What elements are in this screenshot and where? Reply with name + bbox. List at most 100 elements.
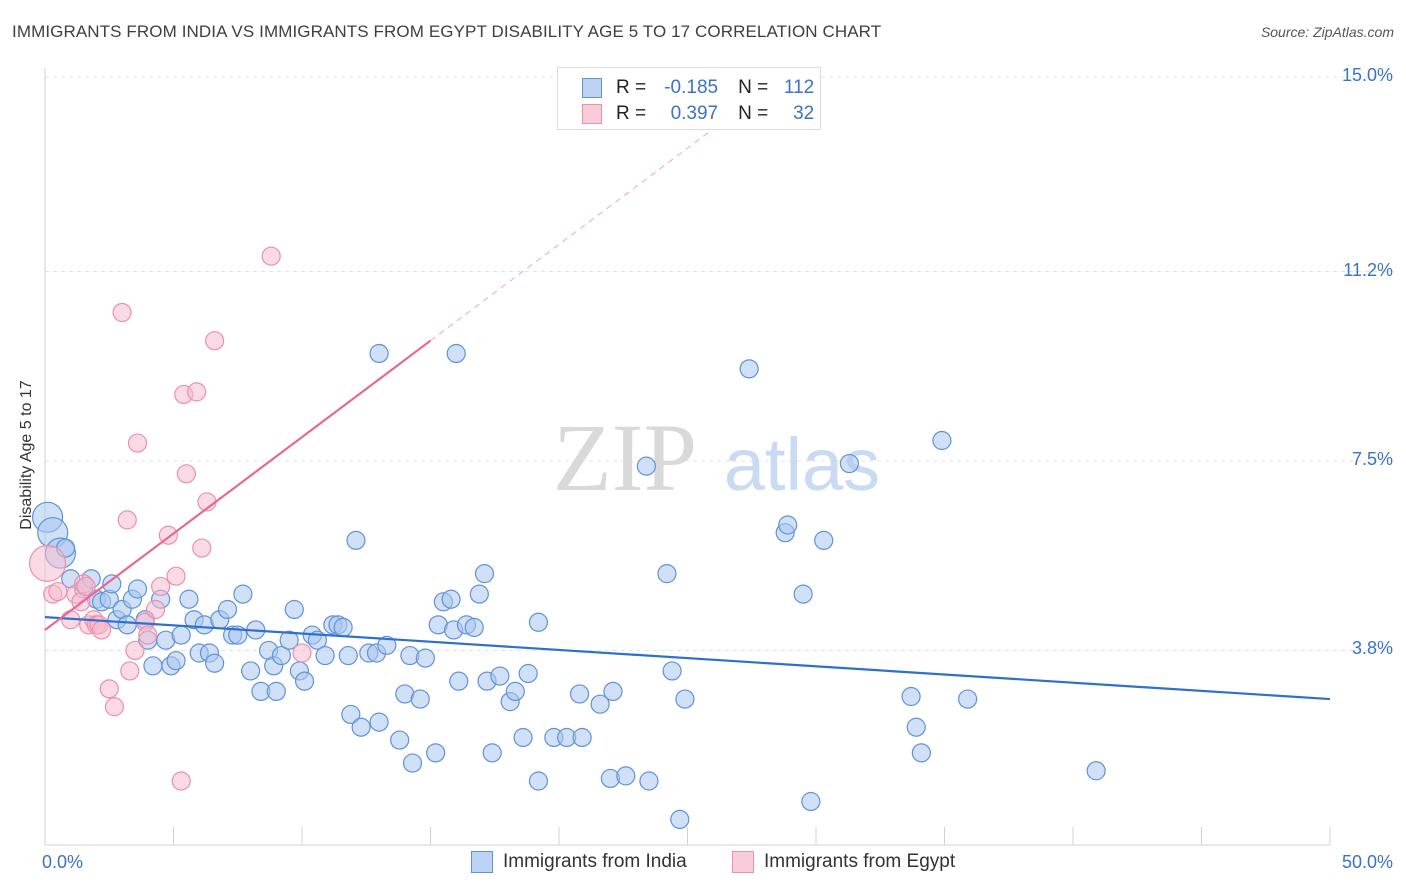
- egypt-point: [104, 697, 124, 717]
- india-point: [402, 753, 423, 773]
- egypt-n-label: N =: [738, 103, 769, 124]
- india-point: [233, 584, 253, 604]
- india-point: [279, 630, 299, 650]
- india-point: [778, 515, 798, 535]
- bottom-legend-india: Immigrants from India: [471, 851, 687, 873]
- egypt-point: [91, 620, 112, 640]
- y-axis-label: Disability Age 5 to 17: [18, 380, 35, 530]
- egypt-point: [99, 679, 119, 699]
- egypt-n-value: 32: [793, 103, 815, 124]
- y-tick-label: 11.2%: [1343, 259, 1393, 280]
- india-point: [505, 681, 525, 702]
- india-point: [338, 645, 358, 666]
- egypt-point: [138, 625, 158, 645]
- india-point: [415, 648, 435, 668]
- egypt-point: [127, 433, 148, 453]
- india-point: [513, 727, 533, 748]
- india-point: [205, 653, 225, 673]
- egypt-point: [166, 566, 186, 586]
- india-r-label: R =: [616, 77, 647, 98]
- india-point: [1086, 761, 1106, 781]
- india-point: [369, 712, 389, 732]
- egypt-point: [28, 544, 67, 583]
- india-point: [603, 681, 623, 702]
- india-point: [341, 704, 361, 725]
- india-point: [315, 645, 335, 666]
- india-n-label: N =: [738, 77, 769, 98]
- egypt-point: [112, 302, 132, 323]
- india-point: [351, 717, 371, 737]
- india-point: [670, 809, 690, 830]
- egypt-point: [76, 576, 96, 597]
- india-point: [590, 694, 610, 714]
- india-point: [117, 615, 137, 635]
- india-point: [469, 584, 489, 604]
- india-point: [793, 584, 813, 604]
- india-point: [958, 689, 978, 709]
- watermark-zip: ZIP: [553, 404, 697, 511]
- x-tick-label-min: 0.0%: [42, 852, 84, 872]
- india-points: [31, 343, 1106, 830]
- india-point: [446, 343, 466, 364]
- axes: [44, 68, 1331, 846]
- india-point: [911, 743, 931, 763]
- india-point: [482, 743, 502, 763]
- egypt-point: [145, 599, 166, 620]
- india-point: [217, 599, 238, 620]
- india-point: [464, 617, 484, 638]
- india-point: [441, 589, 461, 609]
- india-point: [166, 651, 186, 671]
- egypt-point: [192, 538, 212, 558]
- india-point: [410, 689, 430, 709]
- egypt-legend-swatch: [732, 851, 754, 873]
- india-point: [490, 666, 510, 686]
- y-tick-label: 15.0%: [1341, 65, 1393, 85]
- india-point: [377, 635, 397, 655]
- egypt-point: [292, 643, 312, 663]
- india-point: [127, 579, 148, 599]
- india-point: [426, 743, 446, 763]
- egypt-legend-label: Immigrants from Egypt: [764, 851, 956, 872]
- trend-lines: [44, 99, 1331, 701]
- india-point: [801, 791, 821, 812]
- india-point: [449, 671, 469, 691]
- india-point: [569, 684, 590, 704]
- india-point: [675, 689, 695, 709]
- egypt-r-value: 0.397: [670, 103, 719, 124]
- india-legend-label: Immigrants from India: [503, 851, 687, 872]
- india-legend-swatch: [471, 851, 493, 873]
- source-label: Source: ZipAtlas.com: [1260, 24, 1394, 40]
- india-point: [271, 645, 292, 666]
- india-r-value: -0.185: [664, 77, 719, 98]
- egypt-point: [120, 661, 140, 681]
- x-tick-label-max: 50.0%: [1341, 852, 1393, 872]
- legend-row-egypt: R = 0.397 N = 32: [582, 102, 814, 126]
- egypt-point: [171, 771, 191, 791]
- india-point: [284, 599, 304, 620]
- india-point: [657, 564, 677, 584]
- egypt-trend-line: [44, 339, 432, 631]
- india-point: [179, 589, 199, 609]
- egypt-swatch: [582, 104, 602, 124]
- india-point: [346, 530, 366, 550]
- india-point: [814, 530, 834, 550]
- india-point: [639, 771, 659, 791]
- india-point: [528, 612, 549, 632]
- watermark: ZIP atlas: [553, 404, 880, 511]
- india-point: [333, 617, 353, 638]
- egypt-point: [125, 640, 145, 661]
- egypt-point: [48, 581, 68, 602]
- india-point: [102, 574, 122, 594]
- india-point: [294, 671, 315, 691]
- egypt-point: [261, 246, 281, 266]
- india-point: [932, 430, 952, 451]
- india-n-value: 112: [783, 77, 815, 98]
- correlation-legend: R = -0.185 N = 112 R = 0.397 N = 32: [557, 67, 821, 130]
- india-point: [739, 359, 759, 379]
- india-point: [906, 717, 926, 737]
- y-tick-label: 7.5%: [1351, 449, 1393, 469]
- india-point: [572, 727, 592, 748]
- egypt-point: [176, 464, 196, 484]
- india-point: [369, 343, 389, 364]
